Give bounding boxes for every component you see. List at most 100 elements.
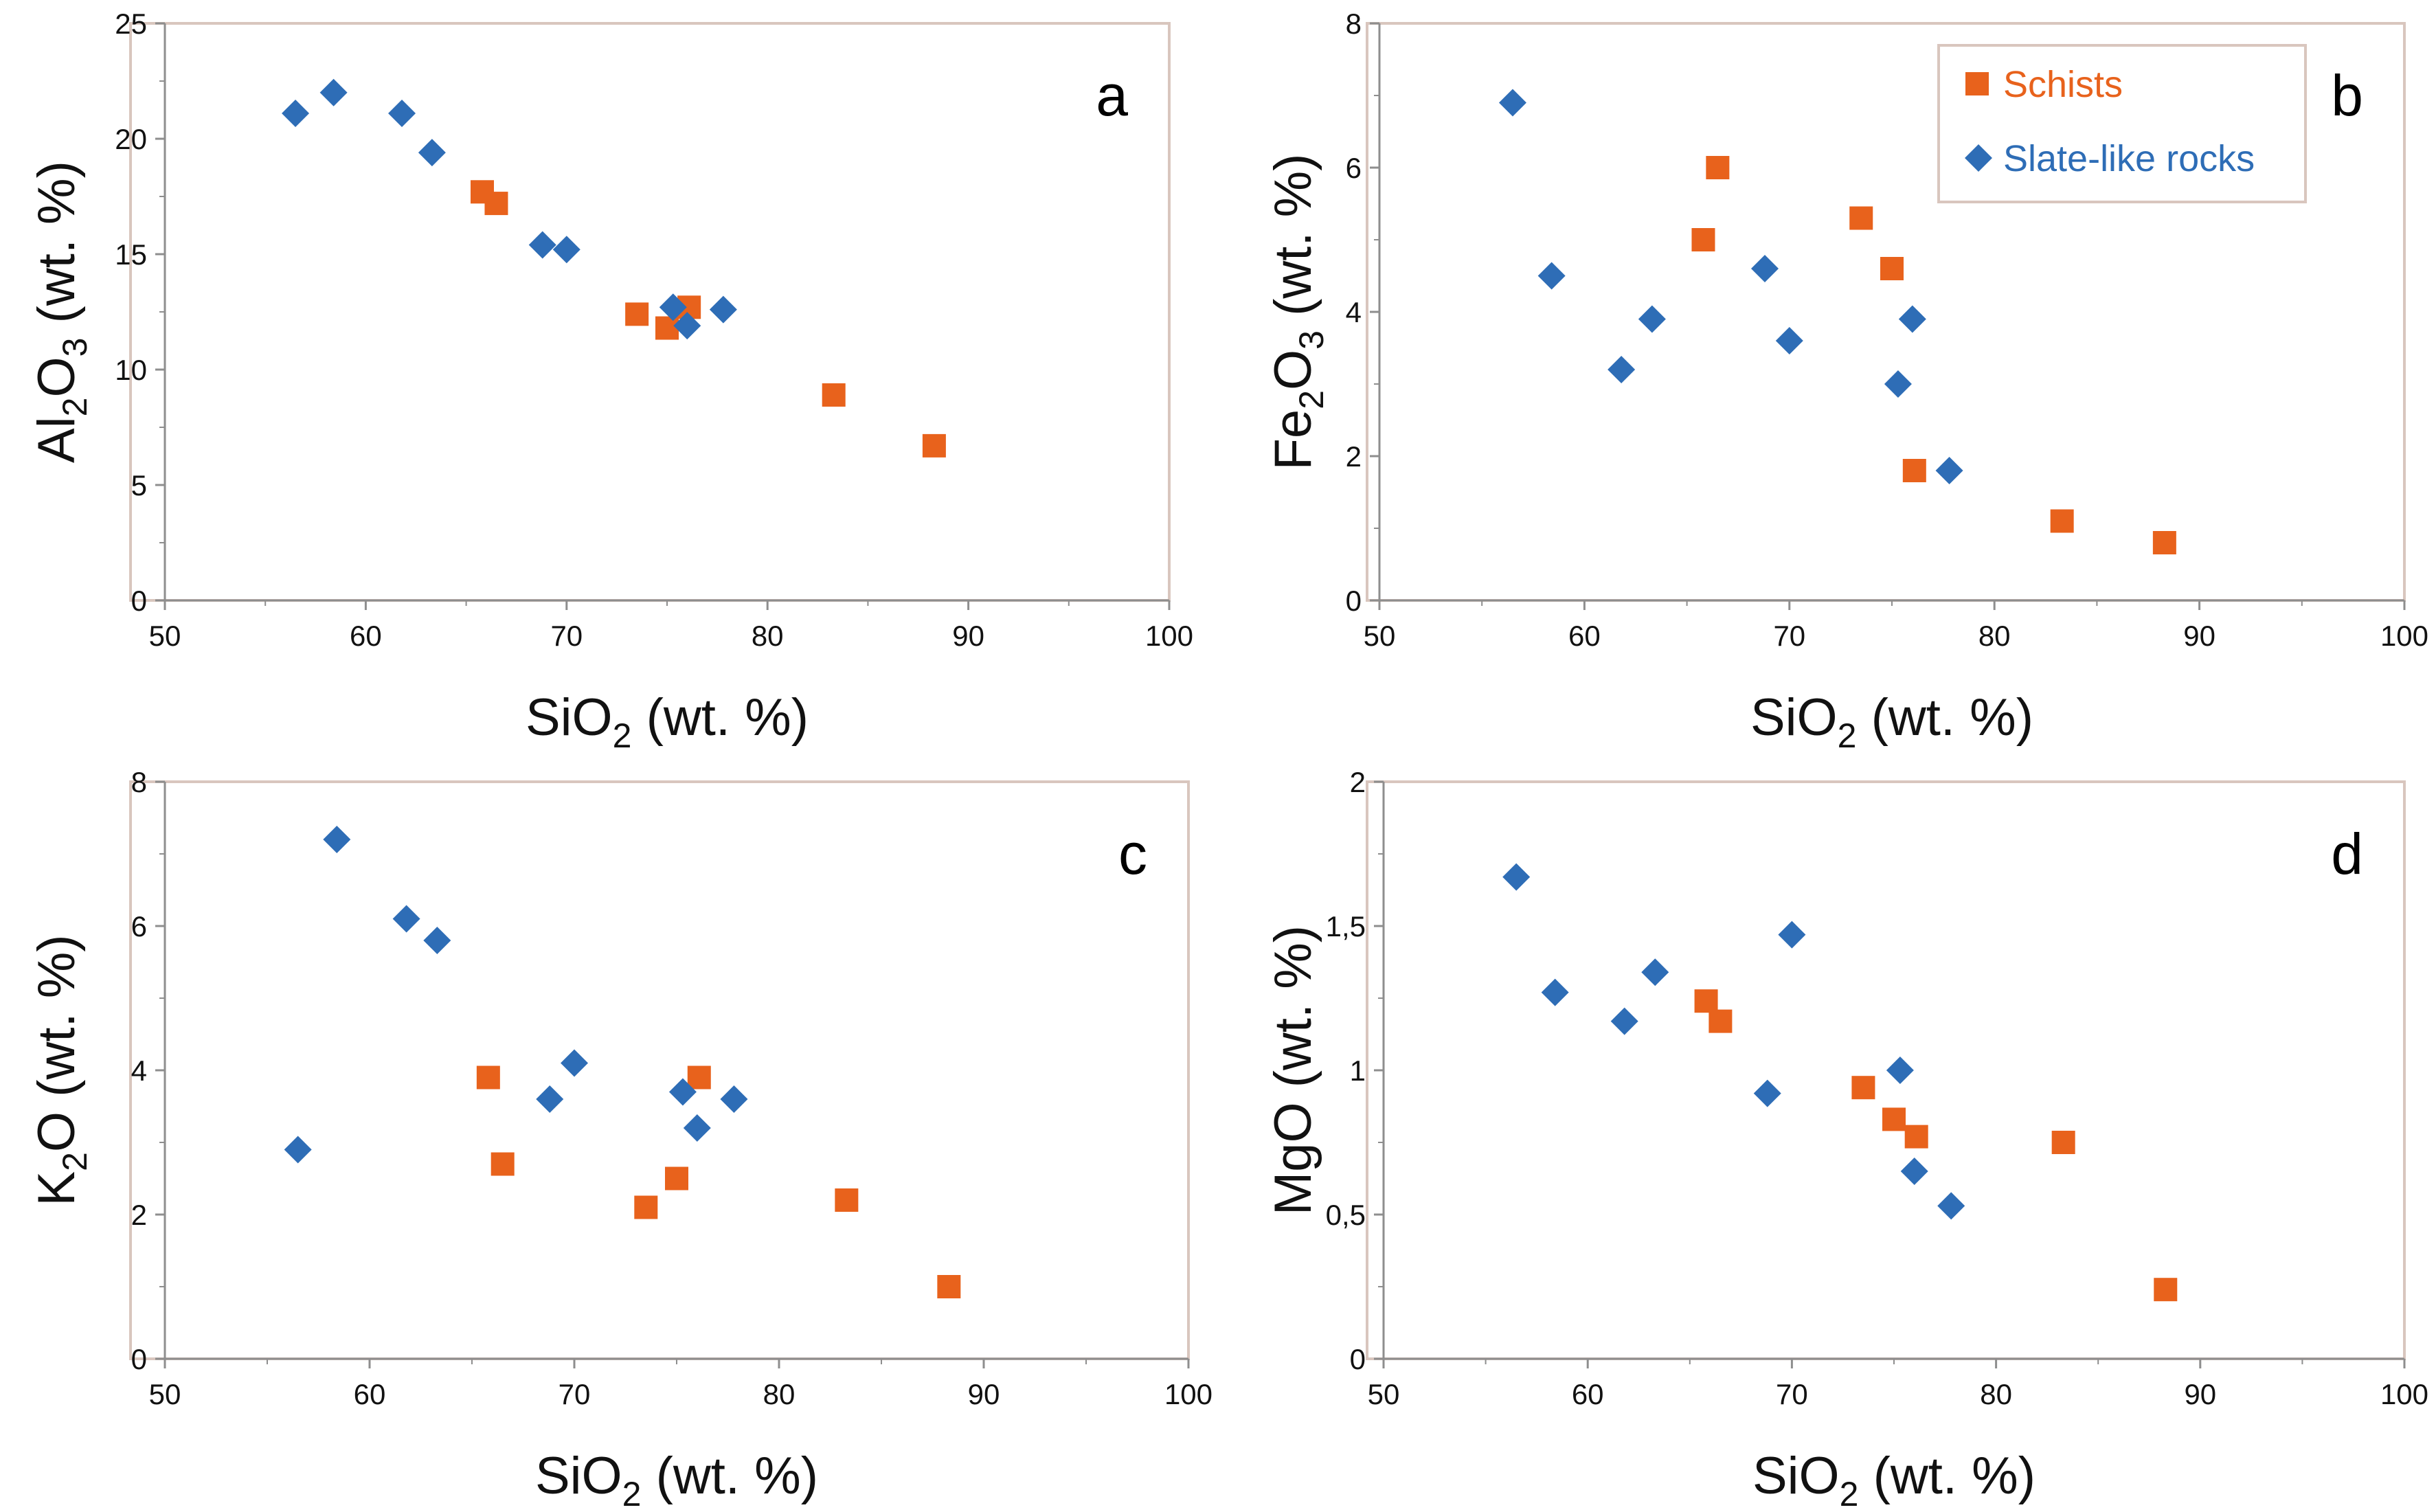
legend-square-marker	[1965, 72, 1989, 95]
data-point-diamond	[1541, 978, 1569, 1006]
y-axis-label: Al2O3 (wt. %)	[27, 161, 94, 463]
x-tick-label: 50	[149, 1378, 181, 1410]
x-tick-label: 70	[1773, 620, 1805, 652]
data-point-square	[822, 383, 846, 407]
x-tick-label: 80	[763, 1378, 796, 1410]
x-axis-label: SiO2 (wt. %)	[535, 1447, 818, 1512]
y-axis-label: MgO (wt. %)	[1264, 925, 1322, 1215]
data-point-diamond	[388, 100, 416, 128]
x-tick-label: 70	[559, 1378, 591, 1410]
data-point-square	[625, 302, 649, 326]
data-point-diamond	[1537, 262, 1566, 290]
data-point-diamond	[1608, 356, 1636, 383]
data-point-diamond	[1775, 327, 1803, 354]
y-axis-label: Fe2O3 (wt. %)	[1264, 154, 1331, 471]
data-point-square	[484, 192, 508, 216]
y-tick-label: 0	[131, 585, 147, 617]
series-schists	[470, 180, 946, 458]
chart-panel-a: 0 5 10 15 20 25 50 60 70 80 90 100 SiO2 (wt. %) Al2O3…	[27, 8, 1193, 755]
data-point-diamond	[561, 1049, 588, 1077]
x-tick-label: 100	[1164, 1378, 1213, 1410]
x-tick-label: 80	[1980, 1378, 2012, 1410]
x-tick-label: 100	[1145, 620, 1193, 652]
x-tick-label: 70	[1776, 1378, 1808, 1410]
x-tick-label: 100	[2380, 1378, 2428, 1410]
y-axis-label: K2O (wt. %)	[27, 934, 94, 1206]
data-point-diamond	[1898, 305, 1926, 333]
data-point-diamond	[552, 236, 580, 264]
series-slate-like-rocks	[1502, 863, 1965, 1220]
y-tick-label: 10	[115, 354, 147, 386]
data-point-square	[1880, 257, 1904, 280]
data-point-square	[1902, 459, 1926, 482]
data-point-square	[1706, 156, 1730, 179]
data-point-square	[1691, 228, 1715, 251]
y-tick-label: 15	[115, 238, 147, 271]
plot-frame	[129, 780, 1190, 1360]
data-point-diamond	[1753, 1079, 1781, 1107]
data-point-diamond	[1638, 305, 1666, 333]
chart-panel-d: 0 0,5 1 1,5 2 50 60 70 80 90 100 SiO2 (wt. %) MgO (w…	[1264, 766, 2428, 1512]
x-tick-label: 60	[350, 620, 382, 652]
y-tick-label: 25	[115, 8, 147, 40]
y-tick-label: 6	[1346, 152, 1362, 184]
data-point-diamond	[683, 1114, 711, 1142]
legend: Schists Slate-like rocks	[1937, 44, 2307, 203]
data-point-diamond	[1937, 1192, 1965, 1220]
data-point-square	[687, 1065, 711, 1090]
x-tick-label: 90	[2183, 620, 2215, 652]
data-point-diamond	[1498, 89, 1526, 117]
data-point-diamond	[668, 1078, 697, 1106]
data-point-diamond	[536, 1085, 564, 1113]
data-point-diamond	[528, 231, 556, 259]
x-tick-label: 50	[1368, 1378, 1400, 1410]
data-point-square	[1904, 1125, 1928, 1149]
data-point-square	[476, 1065, 500, 1090]
data-point-diamond	[659, 293, 687, 321]
data-point-diamond	[1778, 921, 1806, 949]
x-axis-label: SiO2 (wt. %)	[1750, 688, 2033, 755]
data-point-square	[490, 1152, 515, 1176]
data-point-diamond	[1502, 863, 1531, 891]
x-tick-label: 90	[968, 1378, 1000, 1410]
legend-diamond-marker	[1965, 144, 1992, 172]
legend-box	[1937, 44, 2307, 203]
data-point-square	[2051, 1131, 2075, 1154]
y-tick-label: 1,5	[1326, 910, 1366, 943]
y-tick-label: 2	[1346, 440, 1362, 473]
data-point-diamond	[1750, 255, 1779, 282]
y-tick-label: 0	[1350, 1343, 1366, 1375]
legend-label: Schists	[2003, 64, 2123, 105]
y-tick-label: 0	[1346, 585, 1362, 617]
legend-label: Slate-like rocks	[2003, 138, 2255, 179]
data-point-diamond	[392, 905, 420, 933]
panel-label: d	[2331, 822, 2363, 886]
data-point-diamond	[282, 100, 310, 128]
series-schists	[1691, 156, 2176, 554]
data-point-square	[665, 1166, 688, 1191]
y-tick-label: 1	[1350, 1054, 1366, 1087]
series-schists	[1694, 989, 2178, 1302]
data-point-diamond	[1935, 457, 1963, 484]
panel-label: c	[1118, 822, 1147, 886]
legend-entry-schists: Schists	[1965, 64, 2123, 105]
data-point-diamond	[323, 826, 351, 853]
x-tick-label: 90	[952, 620, 984, 652]
data-point-square	[1694, 989, 1718, 1013]
data-point-square	[2154, 1278, 2178, 1302]
data-point-square	[922, 433, 946, 458]
data-point-square	[2152, 531, 2176, 554]
series-slate-like-rocks	[284, 826, 748, 1164]
data-point-diamond	[423, 927, 451, 954]
data-point-diamond	[720, 1085, 748, 1113]
data-point-diamond	[1900, 1158, 1928, 1185]
y-tick-label: 8	[1346, 8, 1362, 40]
data-point-square	[2050, 509, 2074, 533]
chart-panel-b: 0 2 4 6 8 50 60 70 80 90 100 SiO2 (wt. %) Fe2O3 (wt.…	[1264, 8, 2428, 755]
chart-panel-c: 0 2 4 6 8 50 60 70 80 90 100 SiO2 (wt. %) K2O (wt. %…	[27, 766, 1213, 1512]
data-point-square	[655, 316, 679, 340]
legend-entry-slate-like-rocks: Slate-like rocks	[1965, 138, 2255, 179]
y-tick-label: 4	[1346, 296, 1362, 328]
data-point-square	[1708, 1009, 1733, 1033]
